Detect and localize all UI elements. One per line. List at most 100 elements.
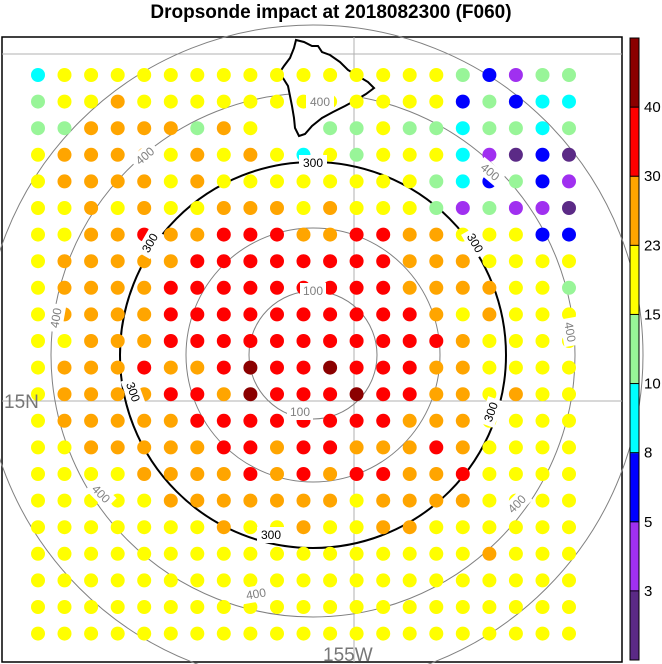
impact-dot [482,360,497,375]
impact-dot [84,387,99,402]
impact-dot [296,360,311,375]
impact-dot [508,227,523,242]
impact-dot [243,94,258,109]
impact-dot [455,174,470,189]
impact-dot [349,600,364,614]
impact-dot [216,280,231,295]
impact-dot [349,440,364,455]
colorbar-label: 8 [644,445,652,462]
svg-text:100: 100 [303,284,323,298]
impact-dot [190,440,205,455]
impact-dot [535,174,550,189]
impact-dot [57,68,72,82]
impact-dot [296,68,311,82]
impact-dot [349,626,364,641]
impact-dot [455,600,470,614]
svg-text:300: 300 [481,400,501,424]
contour-label-400-left: 400 [45,302,67,334]
impact-dot [508,147,523,162]
impact-dot [84,121,99,136]
impact-dot [402,573,417,588]
colorbar-label: 30 [644,168,661,185]
colorbar-segment [630,245,639,315]
impact-dot [323,227,338,242]
impact-dot [349,334,364,348]
impact-dot [482,280,497,295]
contour-label-400-top: 400 [306,94,334,110]
impact-dot [535,600,550,614]
impact-dot [243,174,258,189]
impact-dot [31,121,45,136]
impact-dot [562,68,576,82]
impact-dot [296,227,311,242]
impact-dot [163,68,178,82]
colorbar-segment [630,314,639,385]
impact-dot [429,254,444,269]
impact-dot [323,121,338,136]
impact-dot [402,307,417,322]
impact-dot [163,307,178,322]
impact-dot [562,94,576,109]
impact-dot [270,546,284,561]
impact-dot [216,68,231,82]
impact-dot [402,227,417,242]
impact-dot [110,626,125,641]
impact-dot [429,227,444,242]
impact-dot [429,600,444,614]
impact-dot [429,387,444,402]
impact-dot [84,626,99,641]
impact-dot [243,201,258,215]
impact-dot [243,467,258,481]
impact-dot [57,546,72,561]
impact-dot [323,600,338,614]
impact-dot [376,467,391,481]
impact-dot [163,440,178,455]
impact-dot [402,360,417,375]
impact-dot [270,573,284,588]
impact-dot [84,307,99,322]
impact-dot [429,334,444,348]
impact-dot [376,94,391,109]
impact-dot [508,546,523,561]
impact-dot [508,307,523,322]
colorbar-label: 40 [644,99,661,116]
impact-dot [57,360,72,375]
impact-dot [455,493,470,508]
impact-dot [190,334,205,348]
impact-dot [270,280,284,295]
impact-dot [190,121,205,136]
impact-dot [31,201,45,215]
colorbar-label: 10 [644,376,661,393]
impact-dot [376,280,391,295]
impact-dot [376,227,391,242]
impact-dot [535,201,550,215]
impact-dot [31,440,45,455]
impact-dot [270,387,284,402]
impact-dot [482,626,497,641]
impact-dot [402,387,417,402]
impact-dot [508,174,523,189]
impact-dot [84,520,99,535]
impact-dot [216,493,231,508]
impact-dot [243,520,258,535]
impact-dot [243,334,258,348]
impact-dot [296,600,311,614]
impact-dot [137,334,152,348]
impact-dot [137,493,152,508]
impact-dot [190,147,205,162]
impact-dot [376,360,391,375]
impact-dot [323,307,338,322]
impact-dot [562,573,576,588]
impact-dot [190,94,205,109]
impact-dot [482,254,497,269]
impact-dot [455,573,470,588]
impact-dot [190,227,205,242]
impact-dot [110,467,125,481]
impact-dot [508,94,523,109]
impact-dot [455,254,470,269]
impact-dot [243,626,258,641]
contour-label-300-lowright: 300 [478,396,504,428]
svg-text:400: 400 [47,307,64,329]
impact-dot [270,440,284,455]
impact-dot [535,94,550,109]
